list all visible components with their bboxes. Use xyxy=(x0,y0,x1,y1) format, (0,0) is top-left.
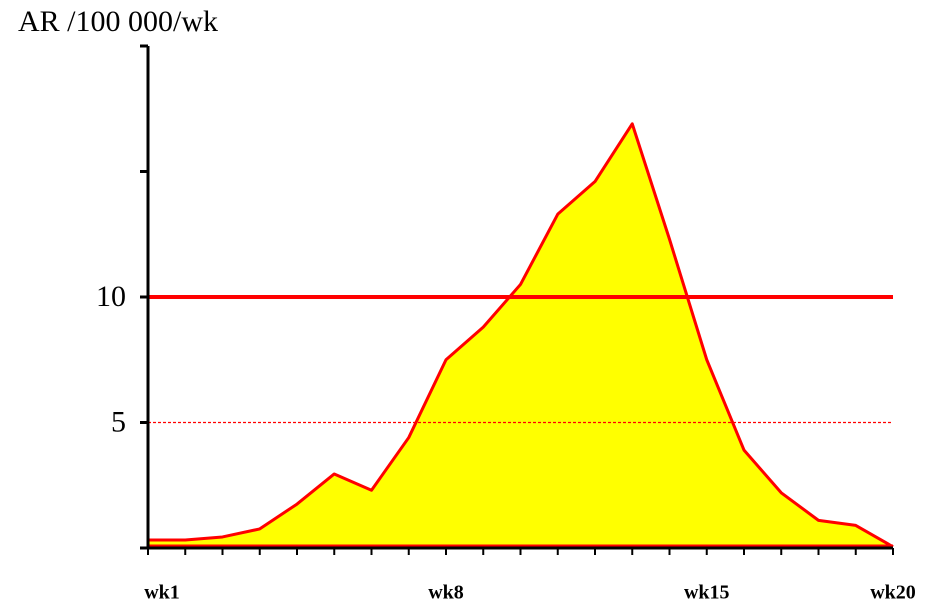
x-tick-label: wk20 xyxy=(870,582,916,604)
x-tick-label: wk15 xyxy=(684,582,730,604)
x-tick-label: wk8 xyxy=(428,582,464,604)
x-tick-label: wk1 xyxy=(144,582,180,604)
y-axis-label: AR /100 000/wk xyxy=(18,5,218,38)
y-tick-label: 10 xyxy=(96,280,126,313)
area-fill xyxy=(148,123,893,548)
y-tick-label: 5 xyxy=(111,405,126,438)
area-line xyxy=(148,122,894,549)
